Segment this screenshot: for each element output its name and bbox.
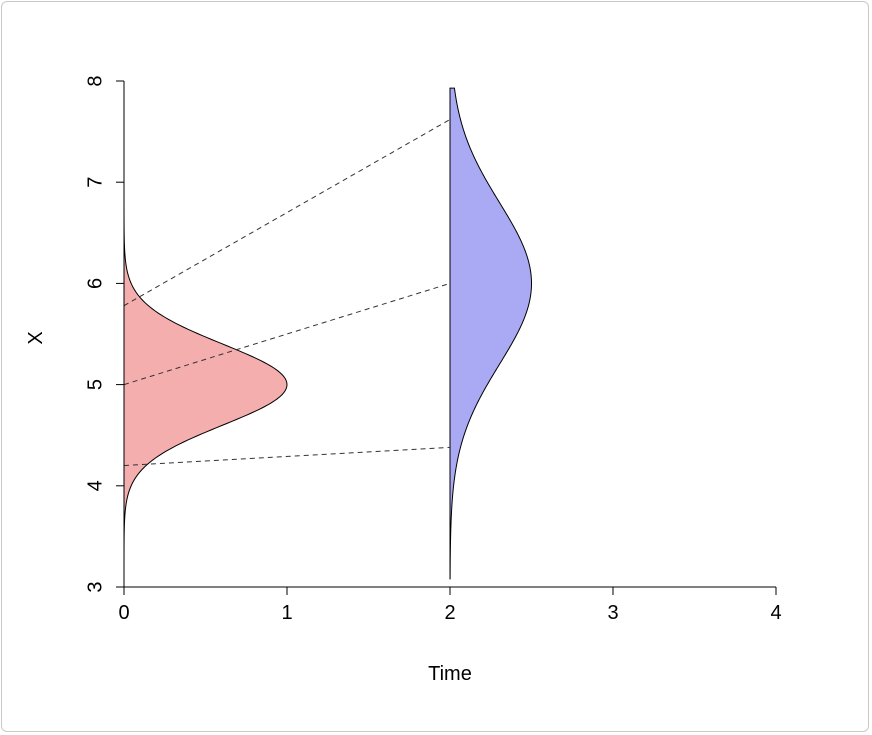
density-curve-t0	[123, 88, 288, 579]
x-tick-label: 3	[607, 602, 618, 624]
mapping-line	[123, 446, 451, 467]
y-tick-label: 6	[84, 278, 106, 289]
x-axis: 0 1 2 3 4 Time	[118, 586, 782, 685]
y-tick-label: 8	[84, 75, 106, 86]
x-tick-label: 2	[444, 602, 455, 624]
y-axis-label: X	[25, 331, 47, 344]
y-tick-label: 4	[84, 480, 106, 491]
y-tick-label: 7	[84, 177, 106, 188]
mapping-line	[123, 119, 451, 307]
y-ticks: 3 4 5 6 7 8	[84, 75, 124, 593]
x-ticks: 0 1 2 3 4	[118, 587, 782, 624]
x-tick-label: 1	[281, 602, 292, 624]
mapping-lines	[123, 119, 451, 467]
x-tick-label: 4	[770, 602, 781, 624]
mapping-line	[123, 282, 451, 386]
density-curve-t2	[449, 87, 532, 580]
x-tick-label: 0	[118, 602, 129, 624]
y-tick-label: 5	[84, 379, 106, 390]
density-group	[123, 87, 532, 580]
x-axis-label: Time	[428, 663, 472, 685]
y-axis: 3 4 5 6 7 8 X	[25, 75, 125, 593]
y-tick-label: 3	[84, 581, 106, 592]
